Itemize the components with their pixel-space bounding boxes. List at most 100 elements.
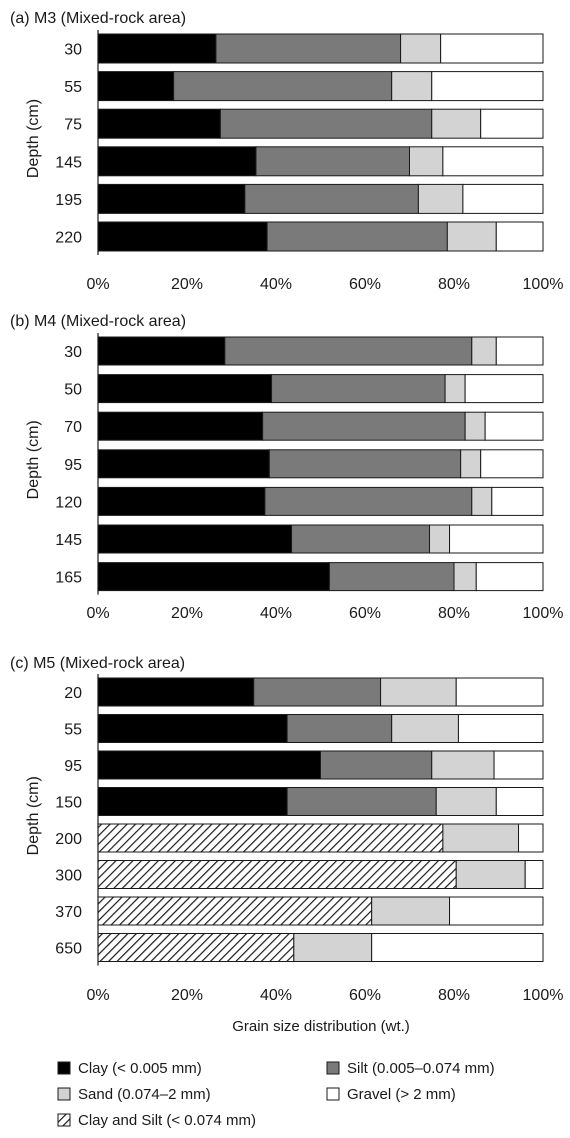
- depth-tick-label: 95: [64, 758, 82, 775]
- bar-segment-clay: [97, 221, 268, 252]
- legend-item-clay: Clay (< 0.005 mm): [57, 1060, 202, 1077]
- depth-tick-label: 195: [55, 192, 82, 209]
- bar-segment-claysilt: [97, 933, 295, 962]
- bar-segment-sand: [400, 33, 442, 64]
- bar-segment-claysilt: [97, 896, 373, 926]
- bar-segment-gravel: [371, 933, 544, 962]
- bar-segment-gravel: [449, 524, 544, 554]
- bar-segment-clay: [97, 486, 266, 516]
- legend: Clay (< 0.005 mm) Silt (0.005–0.074 mm) Sa…: [57, 1060, 495, 1129]
- bar-segment-clay: [97, 524, 293, 554]
- bar-segment-silt: [173, 71, 393, 102]
- x-tick-label: 60%: [349, 605, 381, 622]
- bar-segment-silt: [286, 714, 393, 743]
- bar-segment-gravel: [493, 750, 544, 780]
- bar-segment-gravel: [518, 823, 544, 853]
- bar-segment-gravel: [495, 221, 544, 252]
- legend-label: Clay (< 0.005 mm): [78, 1060, 202, 1077]
- bar-segment-sand: [391, 71, 433, 102]
- x-tick-label: 0%: [86, 276, 109, 293]
- bar-segment-sand: [435, 787, 497, 816]
- depth-tick-label: 55: [64, 722, 82, 739]
- bar-segment-gravel: [442, 146, 544, 177]
- bar-segment-sand: [460, 449, 482, 479]
- bar-segment-sand: [431, 108, 482, 139]
- bar-segment-gravel: [480, 449, 544, 479]
- bar-segment-clay: [97, 562, 330, 592]
- bar-segment-clay: [97, 71, 175, 102]
- legend-swatch: [57, 1087, 71, 1101]
- legend-swatch: [326, 1087, 340, 1101]
- depth-tick-label: 95: [64, 457, 82, 474]
- bar-segment-gravel: [495, 336, 544, 366]
- bar-segment-sand: [371, 896, 451, 926]
- bar-segment-sand: [471, 336, 497, 366]
- bar-segment-sand: [429, 524, 451, 554]
- legend-label: Sand (0.074–2 mm): [78, 1086, 211, 1103]
- x-tick-label: 40%: [260, 987, 292, 1004]
- bar-segment-clay: [97, 183, 246, 214]
- bar-segment-sand: [464, 411, 486, 441]
- bar-segment-silt: [320, 750, 433, 780]
- bar-segment-silt: [219, 108, 433, 139]
- bar-segment-clay: [97, 146, 257, 177]
- depth-tick-label: 650: [55, 941, 82, 958]
- depth-tick-label: 50: [64, 382, 82, 399]
- depth-tick-label: 300: [55, 868, 82, 885]
- depth-tick-label: 30: [64, 344, 82, 361]
- bar-segment-clay: [97, 336, 226, 366]
- bar-segment-silt: [271, 374, 446, 404]
- depth-tick-label: 70: [64, 419, 82, 436]
- legend-swatch: [57, 1113, 71, 1127]
- bar-segment-sand: [471, 486, 493, 516]
- x-tick-label: 80%: [438, 987, 470, 1004]
- bar-segment-claysilt: [97, 823, 444, 853]
- x-axis-title: Grain size distribution (wt.): [232, 1018, 410, 1035]
- depth-tick-label: 370: [55, 904, 82, 921]
- bar-segment-gravel: [455, 677, 544, 707]
- bar-segment-sand: [453, 562, 477, 592]
- bar-segment-gravel: [480, 108, 544, 139]
- bar-segment-gravel: [457, 714, 544, 743]
- bar-segment-sand: [391, 714, 459, 743]
- bar-segment-silt: [253, 677, 382, 707]
- panel-2: (b) M4 (Mixed-rock area) 30 50 70 95 120 145 16…: [10, 313, 563, 622]
- bar-segment-silt: [264, 486, 473, 516]
- bar-segment-sand: [455, 860, 526, 889]
- bar-segment-silt: [255, 146, 410, 177]
- x-tick-label: 100%: [523, 276, 564, 293]
- bar-segment-silt: [215, 33, 402, 64]
- bar-segment-silt: [268, 449, 462, 479]
- bar-segment-gravel: [524, 860, 544, 889]
- bar-segment-clay: [97, 750, 321, 780]
- legend-item-claysilt: Clay and Silt (< 0.074 mm): [57, 1112, 256, 1129]
- x-tick-label: 20%: [171, 987, 203, 1004]
- x-tick-label: 60%: [349, 987, 381, 1004]
- legend-label: Silt (0.005–0.074 mm): [347, 1060, 495, 1077]
- bar-segment-clay: [97, 787, 288, 816]
- bar-segment-clay: [97, 374, 273, 404]
- depth-tick-label: 20: [64, 685, 82, 702]
- bar-segment-clay: [97, 449, 270, 479]
- x-tick-label: 40%: [260, 276, 292, 293]
- legend-label: Clay and Silt (< 0.074 mm): [78, 1112, 256, 1129]
- bar-segment-sand: [417, 183, 464, 214]
- x-tick-label: 0%: [86, 987, 109, 1004]
- bar-segment-silt: [266, 221, 448, 252]
- bar-segment-sand: [293, 933, 373, 962]
- legend-label: Gravel (> 2 mm): [347, 1086, 456, 1103]
- bar-segment-gravel: [495, 787, 544, 816]
- bar-segment-clay: [97, 33, 217, 64]
- y-axis-title: Depth (cm): [25, 99, 42, 178]
- depth-tick-label: 30: [64, 42, 82, 59]
- x-tick-label: 40%: [260, 605, 292, 622]
- bar-segment-clay: [97, 677, 255, 707]
- legend-item-gravel: Gravel (> 2 mm): [326, 1086, 456, 1103]
- bar-segment-gravel: [475, 562, 544, 592]
- panel-1: (a) M3 (Mixed-rock area) 30 55 75 145 195 220 D…: [10, 10, 563, 293]
- bar-segment-sand: [409, 146, 444, 177]
- bar-segment-clay: [97, 108, 221, 139]
- x-tick-label: 80%: [438, 276, 470, 293]
- depth-tick-label: 150: [55, 795, 82, 812]
